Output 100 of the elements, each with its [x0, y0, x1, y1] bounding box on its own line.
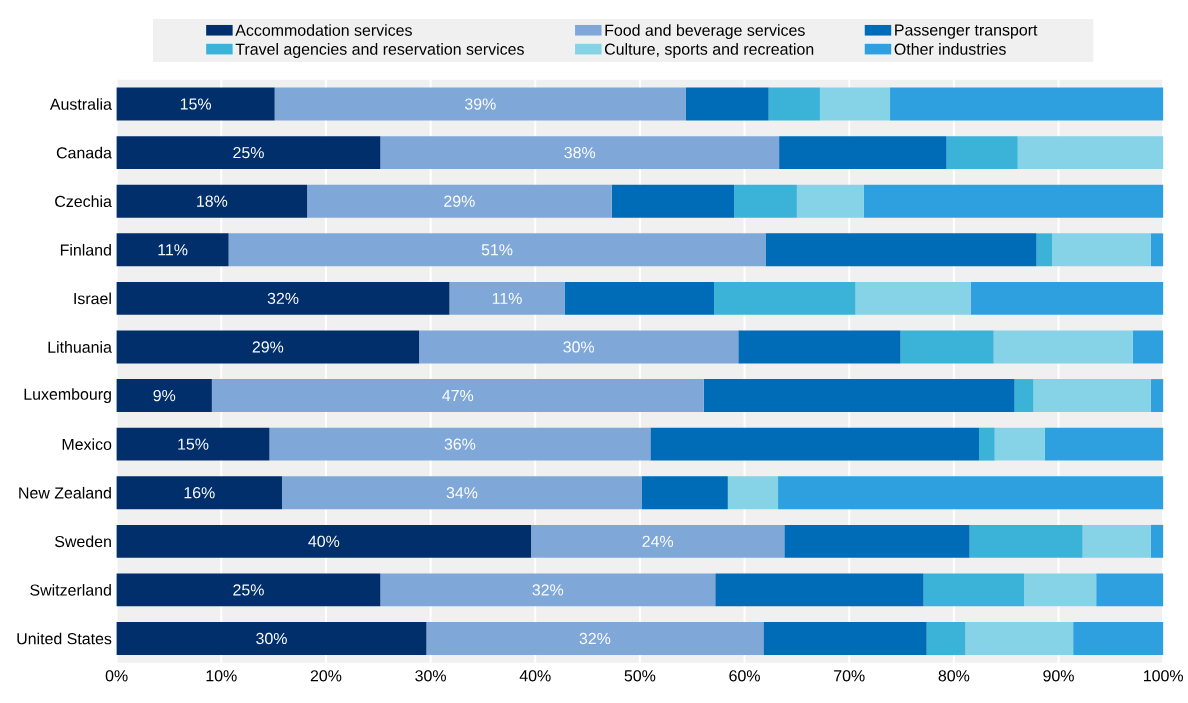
x-tick-label: 100% — [1144, 670, 1183, 682]
bar — [281, 476, 642, 510]
y-tick-label: Switzerland — [30, 584, 111, 596]
bar — [993, 330, 1133, 364]
y-tick-label: Sweden — [55, 535, 111, 548]
bar — [768, 87, 820, 121]
bar — [307, 184, 612, 218]
data-label: 29% — [252, 341, 284, 353]
bar — [969, 525, 1083, 558]
data-label: 11% — [492, 292, 522, 305]
bar — [269, 427, 651, 461]
bar — [1044, 427, 1164, 461]
data-label: 38% — [564, 147, 596, 159]
y-tick-label: Lithuania — [48, 341, 112, 353]
bar — [738, 330, 901, 364]
bar — [380, 573, 716, 607]
bar — [703, 379, 1015, 413]
data-label: 39% — [464, 98, 496, 110]
x-tick-label: 60% — [729, 670, 760, 682]
bar — [890, 87, 1164, 121]
legend-label: Food and beverage services — [605, 24, 805, 40]
bar — [1036, 233, 1053, 267]
bar — [863, 184, 1164, 218]
bar — [116, 622, 427, 656]
bar — [116, 573, 381, 607]
data-label: 18% — [197, 195, 228, 207]
bar — [1052, 233, 1151, 267]
bar — [211, 379, 704, 413]
data-label: 34% — [446, 487, 478, 499]
data-label: 29% — [444, 195, 475, 207]
bar — [642, 476, 728, 510]
bar — [1150, 525, 1164, 558]
bar — [116, 476, 282, 510]
bar — [1033, 379, 1151, 413]
bar — [978, 427, 995, 461]
x-tick-label: 40% — [519, 670, 551, 682]
y-tick-label: United States — [17, 632, 112, 645]
bar — [228, 233, 766, 267]
data-label: 32% — [579, 633, 611, 645]
data-label: 40% — [308, 535, 340, 548]
bar — [426, 622, 764, 656]
bar — [855, 282, 971, 315]
x-tick-label: 50% — [624, 670, 656, 682]
bar — [946, 136, 1018, 170]
bar — [116, 525, 532, 558]
bar — [1017, 136, 1164, 170]
legend-label: Culture, sports and recreation — [604, 43, 814, 59]
bar — [116, 427, 270, 461]
bar — [796, 184, 864, 218]
x-tick-label: 30% — [415, 670, 446, 682]
legend-label: Other industries — [894, 43, 1006, 55]
data-label: 32% — [267, 292, 299, 305]
legend-label: Passenger transport — [895, 24, 1038, 39]
data-label: 25% — [233, 584, 264, 596]
x-tick-label: 70% — [834, 670, 865, 682]
bar — [1096, 573, 1164, 607]
x-tick-label: 90% — [1043, 670, 1074, 682]
bar — [965, 622, 1074, 656]
bar — [116, 379, 212, 413]
legend-label: Accommodation services — [235, 24, 412, 37]
y-tick-label: New Zealand — [19, 487, 111, 499]
data-label: 25% — [233, 147, 264, 159]
bar — [1023, 573, 1097, 607]
bar — [900, 330, 994, 364]
data-label: 36% — [444, 438, 476, 450]
bar — [784, 525, 970, 558]
bar — [778, 476, 1164, 510]
bar — [1082, 525, 1151, 558]
y-tick-label: Mexico — [62, 438, 112, 451]
bar — [116, 136, 381, 170]
bar — [685, 87, 769, 121]
data-label: 15% — [178, 438, 209, 450]
bar — [765, 233, 1037, 267]
x-tick-label: 20% — [310, 670, 342, 682]
x-tick-label: 80% — [938, 670, 970, 682]
bar — [116, 282, 450, 315]
bar — [727, 476, 779, 510]
bar — [419, 330, 739, 364]
bar — [1014, 379, 1034, 413]
bar — [116, 87, 275, 121]
data-label: 11% — [158, 244, 188, 256]
data-label: 30% — [256, 633, 287, 645]
bar — [714, 282, 856, 315]
bar — [274, 87, 686, 121]
bar — [926, 622, 966, 656]
data-label: 32% — [532, 584, 564, 596]
data-label: 30% — [563, 341, 595, 353]
y-tick-label: Israel — [74, 292, 111, 305]
legend-label: Travel agencies and reservation services — [235, 43, 524, 59]
bar — [116, 184, 308, 218]
bar — [564, 282, 715, 315]
x-tick-label: 0% — [105, 670, 128, 682]
y-tick-label: Canada — [56, 146, 112, 159]
bar — [449, 282, 565, 315]
bar — [531, 525, 785, 558]
bar — [1073, 622, 1164, 656]
data-label: 9% — [153, 390, 176, 402]
data-label: 47% — [442, 390, 474, 402]
x-tick-label: 10% — [206, 670, 237, 682]
y-tick-label: Finland — [60, 244, 111, 256]
